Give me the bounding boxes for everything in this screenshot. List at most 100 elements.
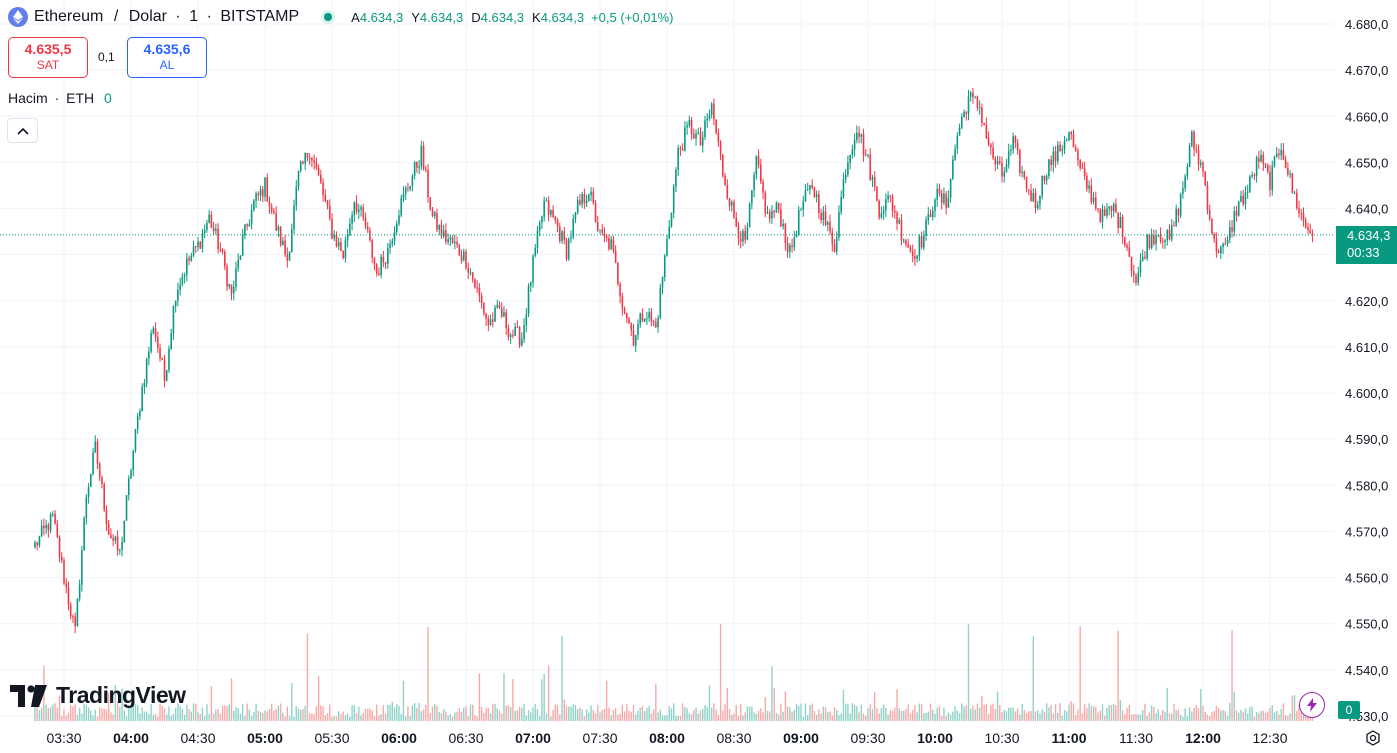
volume-bar (340, 714, 342, 721)
volume-bar (248, 709, 251, 721)
volume-bar (744, 712, 746, 721)
volume-bar (130, 706, 132, 721)
candle (735, 211, 738, 228)
volume-legend[interactable]: Hacim · ETH 0 (8, 90, 112, 106)
volume-bar (1050, 704, 1052, 721)
candle (1258, 150, 1260, 169)
candle (152, 325, 155, 335)
volume-bar (217, 709, 219, 721)
settings-button[interactable] (1363, 728, 1383, 748)
candle-body (1211, 219, 1213, 235)
volume-bar (1110, 705, 1113, 721)
candle-body (1090, 185, 1093, 203)
volume-bar (496, 708, 498, 721)
sell-button[interactable]: 4.635,5 SAT (8, 37, 88, 78)
volume-bar (199, 714, 201, 721)
volume-bar (530, 712, 532, 721)
volume-bar (1246, 713, 1249, 721)
volume-bar (161, 706, 163, 721)
volume-bar (47, 708, 50, 721)
candle-body (74, 616, 76, 627)
volume-bar (1166, 687, 1168, 721)
candle (228, 283, 231, 290)
volume-bar (1133, 714, 1135, 721)
candle-body (791, 245, 793, 248)
volume-bar (1012, 707, 1014, 721)
candle-body (1124, 236, 1126, 246)
candle (1132, 264, 1135, 283)
candle (1231, 220, 1233, 238)
volume-bar (822, 706, 825, 721)
candle-body (1101, 209, 1104, 222)
volume-bar (885, 708, 887, 721)
candle-body (748, 203, 751, 228)
lightning-button[interactable] (1299, 692, 1325, 718)
candle-body (882, 210, 885, 214)
candle (103, 481, 105, 512)
candle-body (576, 200, 579, 213)
candle-body (929, 213, 932, 218)
volume-bar (760, 708, 762, 721)
candle-body (585, 200, 588, 203)
volume-bar (398, 705, 400, 721)
candle (181, 272, 184, 287)
candle (536, 225, 539, 254)
volume-bar (911, 709, 914, 721)
volume-bar (777, 714, 780, 721)
candle-body (498, 304, 501, 308)
candle (521, 332, 523, 347)
volume-bar (670, 708, 673, 721)
volume-bar (1021, 704, 1023, 721)
volume-bar (999, 704, 1001, 721)
candle-body (710, 103, 713, 115)
candle-body (603, 232, 606, 237)
volume-bar (628, 710, 630, 721)
buy-button[interactable]: 4.635,6 AL (127, 37, 207, 78)
volume-bar (306, 633, 309, 721)
volume-bar (87, 707, 90, 721)
candle (567, 237, 570, 262)
volume-bar (894, 707, 896, 721)
candle (905, 238, 907, 248)
candle-body (389, 243, 391, 249)
candle (996, 155, 999, 170)
candle (690, 117, 693, 140)
volume-bars (34, 624, 1314, 721)
candle (847, 155, 849, 177)
candle (1215, 232, 1218, 258)
volume-bar (405, 716, 407, 721)
candle-body (304, 152, 306, 164)
candle (1204, 171, 1207, 187)
candle (107, 520, 110, 536)
volume-bar (907, 704, 909, 721)
candle (1206, 181, 1209, 215)
price-axis-label: 4.600,0 (1345, 386, 1388, 401)
candle (529, 281, 532, 293)
volume-bar (581, 709, 583, 721)
candle (125, 495, 128, 521)
candle-body (1019, 150, 1021, 174)
volume-bar (543, 673, 545, 721)
candle-body (610, 239, 612, 250)
candle (730, 200, 733, 212)
candle (554, 215, 557, 224)
symbol-legend[interactable]: Ethereum / Dolar · 1 · BITSTAMP A 4.634,3… (8, 6, 673, 28)
volume-bar (1211, 712, 1213, 721)
volume-bar (166, 714, 168, 721)
chart-grid (0, 0, 1335, 724)
candle-body (963, 111, 965, 118)
candle (657, 315, 659, 333)
volume-bar (929, 703, 932, 721)
collapse-legend-button[interactable] (7, 118, 38, 143)
volume-bar (329, 704, 331, 721)
candle (952, 155, 954, 181)
volume-bar (1079, 626, 1081, 721)
tradingview-logo[interactable]: TradingView (10, 682, 186, 709)
candle (1168, 224, 1171, 241)
candle (121, 536, 123, 557)
volume-bar (1142, 709, 1144, 721)
candle-body (1278, 153, 1280, 156)
candle-body (431, 209, 434, 217)
candle (65, 578, 68, 594)
